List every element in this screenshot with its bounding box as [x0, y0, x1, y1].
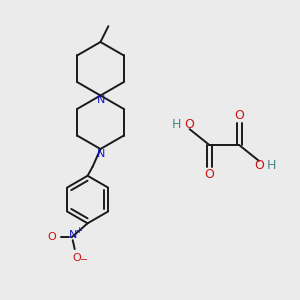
Text: +: + — [75, 226, 82, 235]
Text: H: H — [267, 159, 277, 172]
Text: N: N — [97, 149, 106, 159]
Text: O: O — [234, 109, 244, 122]
Text: −: − — [80, 255, 88, 265]
Text: O: O — [185, 118, 195, 131]
Text: O: O — [47, 232, 56, 242]
Text: N: N — [68, 230, 77, 240]
Text: O: O — [254, 159, 264, 172]
Text: N: N — [97, 95, 106, 106]
Text: H: H — [172, 118, 182, 131]
Text: O: O — [205, 168, 214, 181]
Text: O: O — [72, 253, 81, 263]
